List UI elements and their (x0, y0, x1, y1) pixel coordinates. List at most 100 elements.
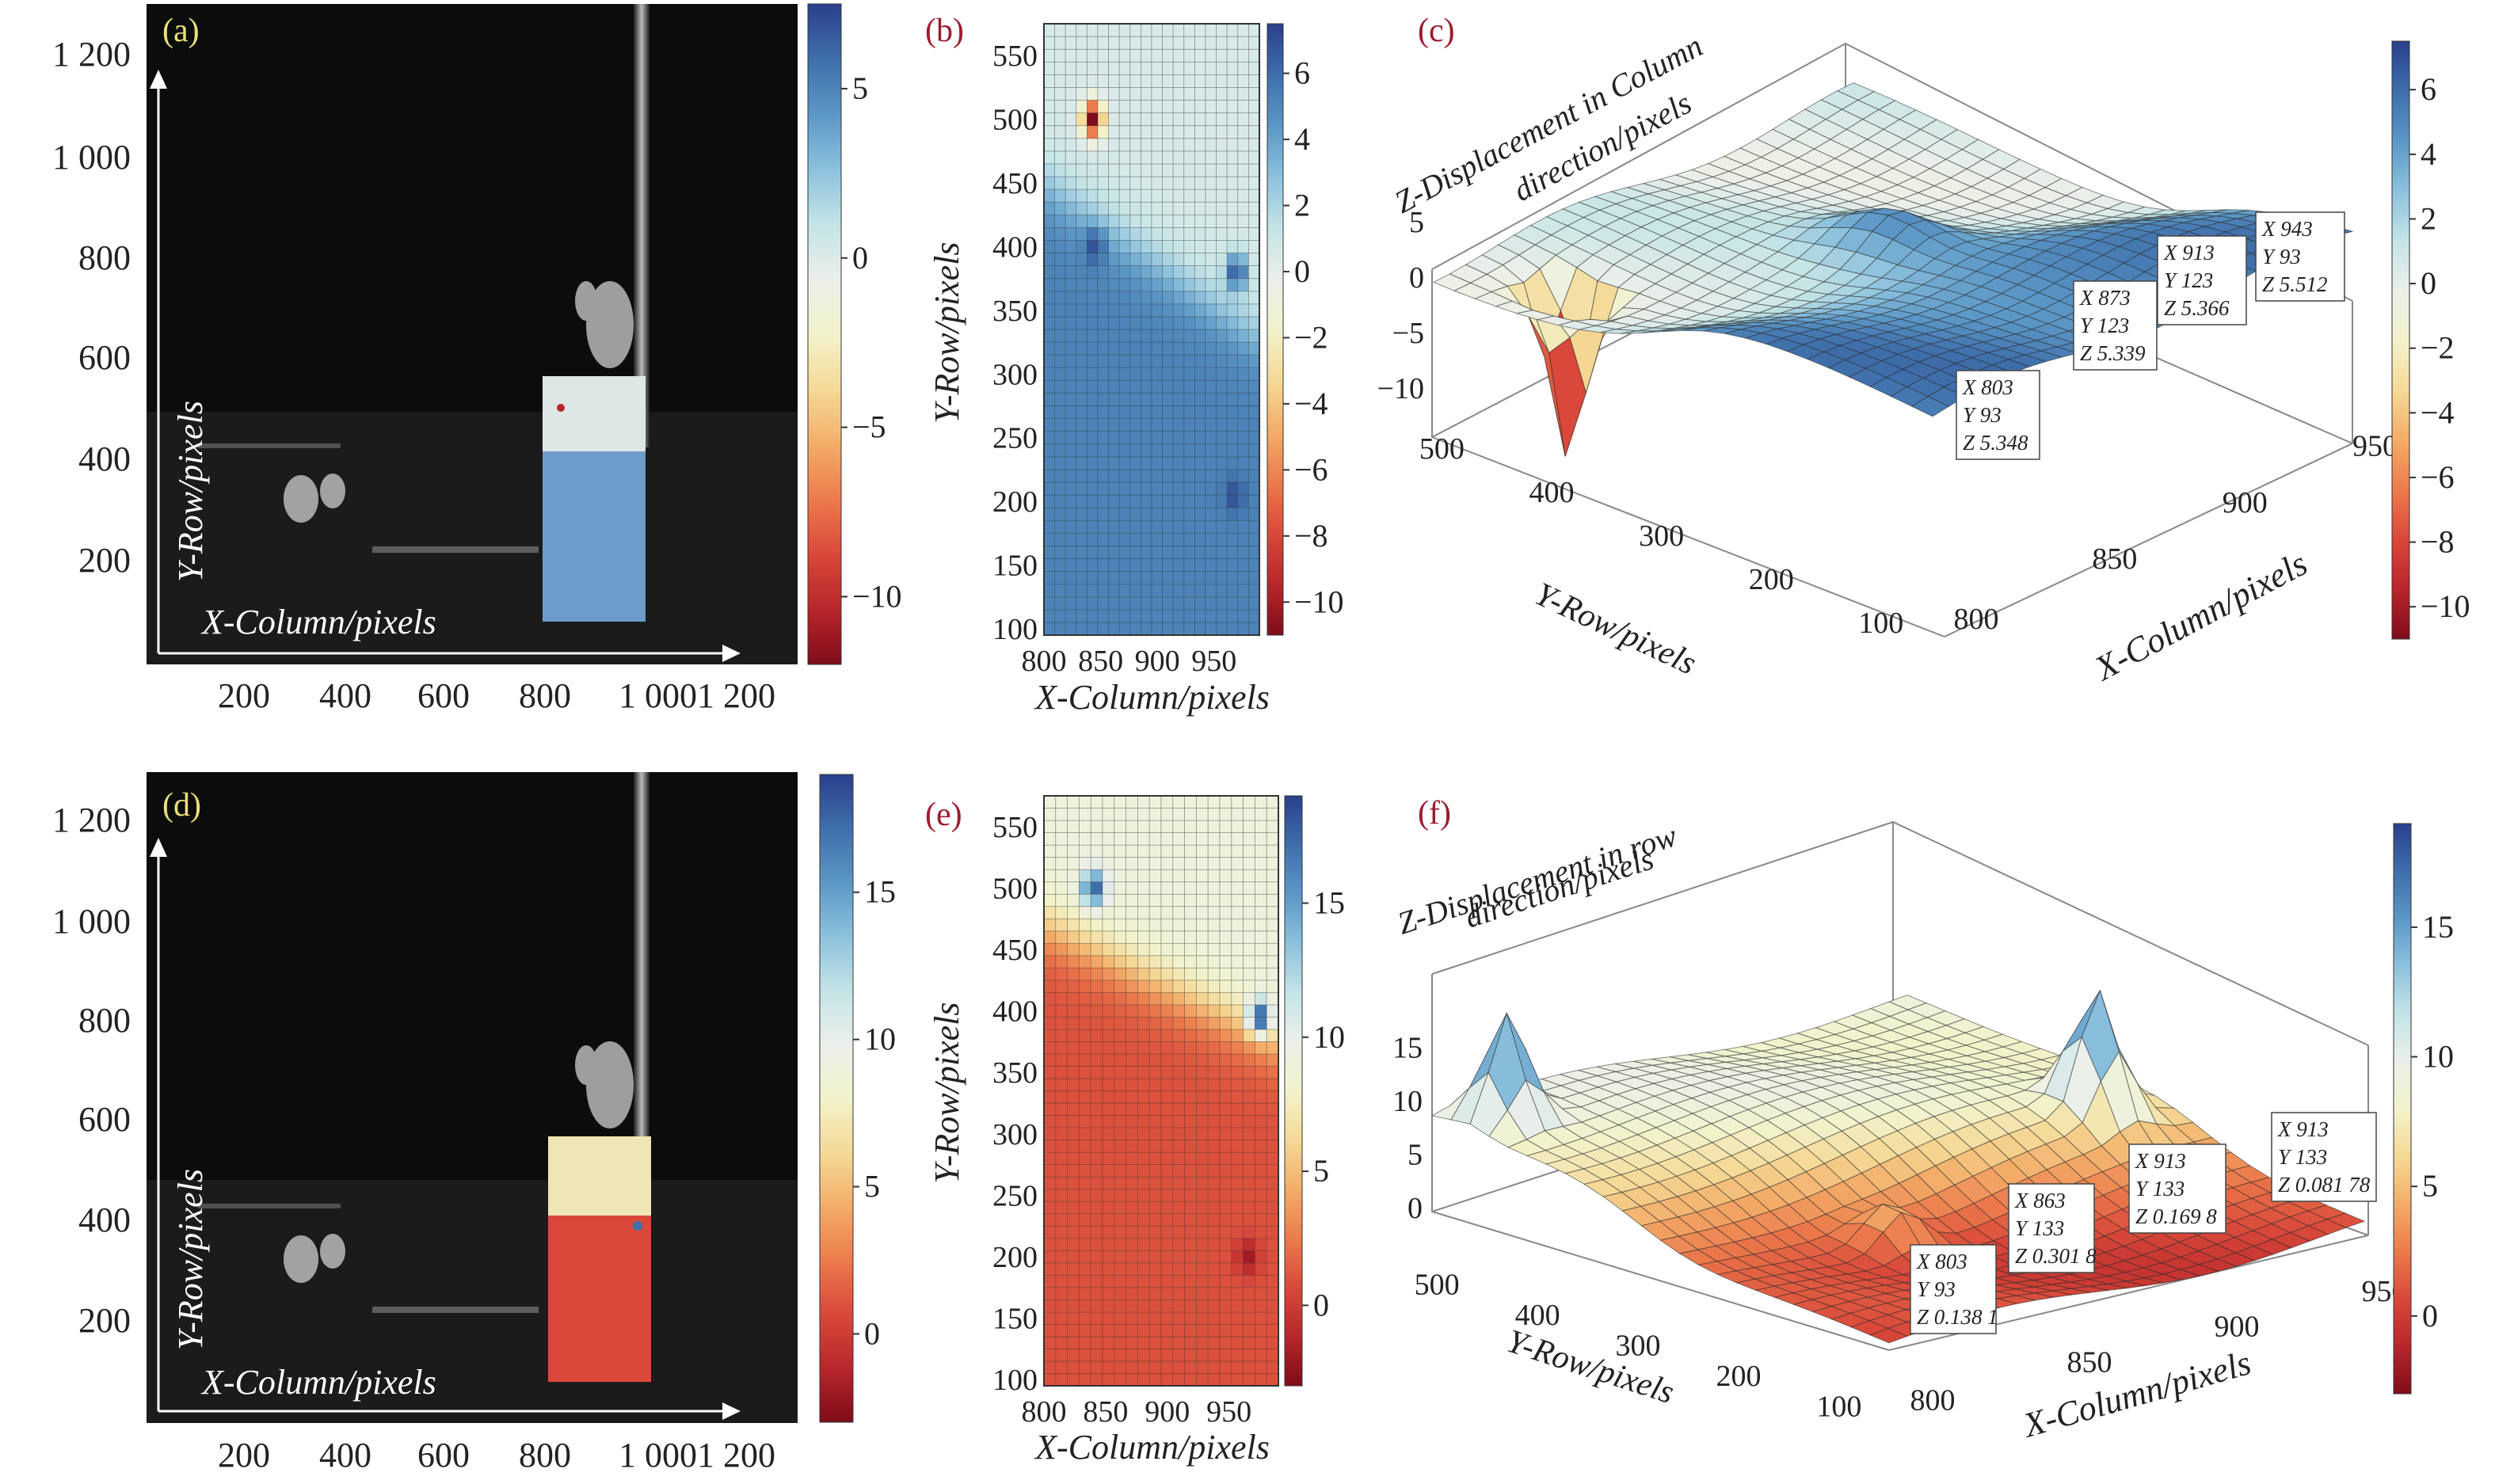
heatmap-cell (1205, 163, 1217, 177)
y-tick-label: 200 (78, 541, 131, 580)
heatmap-cell (1183, 329, 1195, 343)
heatmap-cell (1148, 955, 1162, 968)
heatmap-cell (1237, 379, 1249, 394)
heatmap-cell (1087, 253, 1099, 266)
heatmap-cell (1055, 1323, 1068, 1338)
heatmap-cell (1196, 1053, 1209, 1067)
heatmap-cell (1079, 1213, 1091, 1227)
heatmap-cell (1148, 869, 1162, 883)
heatmap-cell (1129, 546, 1141, 559)
heatmap-cell (1137, 1299, 1150, 1313)
heatmap-cell (1097, 584, 1109, 598)
heatmap-cell (1226, 74, 1239, 88)
heatmap-cell (1067, 820, 1080, 833)
heatmap-cell (1148, 1336, 1162, 1349)
y-tick-label: 250 (992, 422, 1038, 455)
y-tick-label: 150 (992, 1303, 1038, 1336)
heatmap-cell (1231, 795, 1244, 809)
heatmap-cell (1118, 291, 1131, 305)
heatmap-cell (1172, 1213, 1186, 1227)
heatmap-cell (1043, 379, 1055, 394)
colorbar-tick-label: 15 (1313, 885, 1345, 920)
heatmap-cell (1205, 240, 1217, 253)
heatmap-cell (1183, 112, 1195, 127)
heatmap-cell (1067, 844, 1080, 858)
datatip-z: Z 0.169 8 (2135, 1204, 2217, 1228)
heatmap-cell (1043, 1213, 1057, 1227)
heatmap-cell (1205, 443, 1217, 458)
heatmap-cell (1054, 494, 1066, 508)
heatmap-cell (1216, 265, 1228, 280)
heatmap-cell (1090, 906, 1103, 919)
heatmap-cell (1118, 303, 1131, 318)
heatmap-cell (1243, 1053, 1255, 1067)
heatmap-cell (1126, 1360, 1138, 1374)
heatmap-cell (1126, 918, 1138, 932)
heatmap-cell (1196, 930, 1209, 944)
z-axis-label: Z-Displacement in row direction/pixels (1393, 817, 1682, 941)
heatmap-cell (1079, 1127, 1091, 1140)
x-tick-label: 200 (218, 1436, 270, 1474)
heatmap-cell (1090, 1151, 1103, 1166)
heatmap-cell (1102, 1140, 1115, 1153)
heatmap-cell (1226, 596, 1239, 611)
heatmap-cell (1207, 857, 1221, 870)
heatmap-cell (1148, 918, 1162, 932)
heatmap-cell (1043, 1299, 1057, 1313)
heatmap-cell (1237, 23, 1249, 37)
heatmap-cell (1087, 303, 1099, 318)
heatmap-cell (1118, 546, 1131, 559)
heatmap-cell (1219, 942, 1232, 957)
heatmap-cell (1129, 278, 1141, 292)
heatmap-cell (1248, 329, 1260, 343)
datatip-z: Z 0.138 1 (1917, 1305, 1998, 1329)
heatmap-cell (1207, 820, 1221, 833)
heatmap-cell (1055, 1250, 1068, 1264)
heatmap-cell (1243, 1004, 1255, 1018)
heatmap-cell (1183, 609, 1195, 623)
heatmap-cell (1118, 265, 1131, 280)
heatmap-cell (1102, 1151, 1115, 1166)
heatmap-cell (1108, 481, 1120, 496)
heatmap-cell (1148, 820, 1162, 833)
heatmap-cell (1162, 609, 1174, 623)
heatmap-cell (1151, 596, 1163, 611)
heatmap-cell (1141, 253, 1152, 266)
heatmap-cell (1172, 329, 1185, 343)
heatmap-cell (1087, 61, 1099, 75)
heatmap-cell (1237, 291, 1249, 305)
heatmap-cell (1172, 1140, 1186, 1153)
heatmap-cell (1108, 240, 1120, 253)
heatmap-cell (1097, 253, 1109, 266)
heatmap-cell (1043, 820, 1057, 833)
heatmap-cell (1243, 1360, 1255, 1374)
heatmap-cell (1237, 494, 1249, 508)
heatmap-cell (1087, 622, 1099, 636)
heatmap-cell (1219, 1323, 1232, 1338)
heatmap-cell (1151, 367, 1163, 381)
heatmap-cell (1137, 1287, 1150, 1300)
heatmap-cell (1184, 1078, 1197, 1091)
heatmap-cell (1248, 622, 1260, 636)
heatmap-cell (1162, 341, 1174, 356)
heatmap-cell (1243, 844, 1255, 858)
heatmap-cell (1184, 1349, 1197, 1362)
heatmap-cell (1266, 967, 1279, 981)
heatmap-cell (1207, 906, 1221, 919)
heatmap-cell (1102, 942, 1115, 957)
heatmap-cell (1194, 367, 1206, 381)
heatmap-cell (1055, 1201, 1068, 1215)
heatmap-cell (1183, 226, 1195, 241)
heatmap-cell (1231, 1004, 1244, 1018)
heatmap-cell (1162, 291, 1174, 305)
heatmap-cell (1160, 808, 1174, 821)
heatmap-cell (1231, 1140, 1244, 1153)
heatmap-cell (1079, 1373, 1091, 1387)
heatmap-cell (1231, 955, 1244, 968)
heatmap-cell (1079, 857, 1091, 870)
heatmap-cell (1207, 1102, 1221, 1116)
heatmap-cell (1172, 100, 1185, 113)
heatmap-cell (1172, 832, 1186, 846)
heatmap-cell (1226, 405, 1239, 419)
